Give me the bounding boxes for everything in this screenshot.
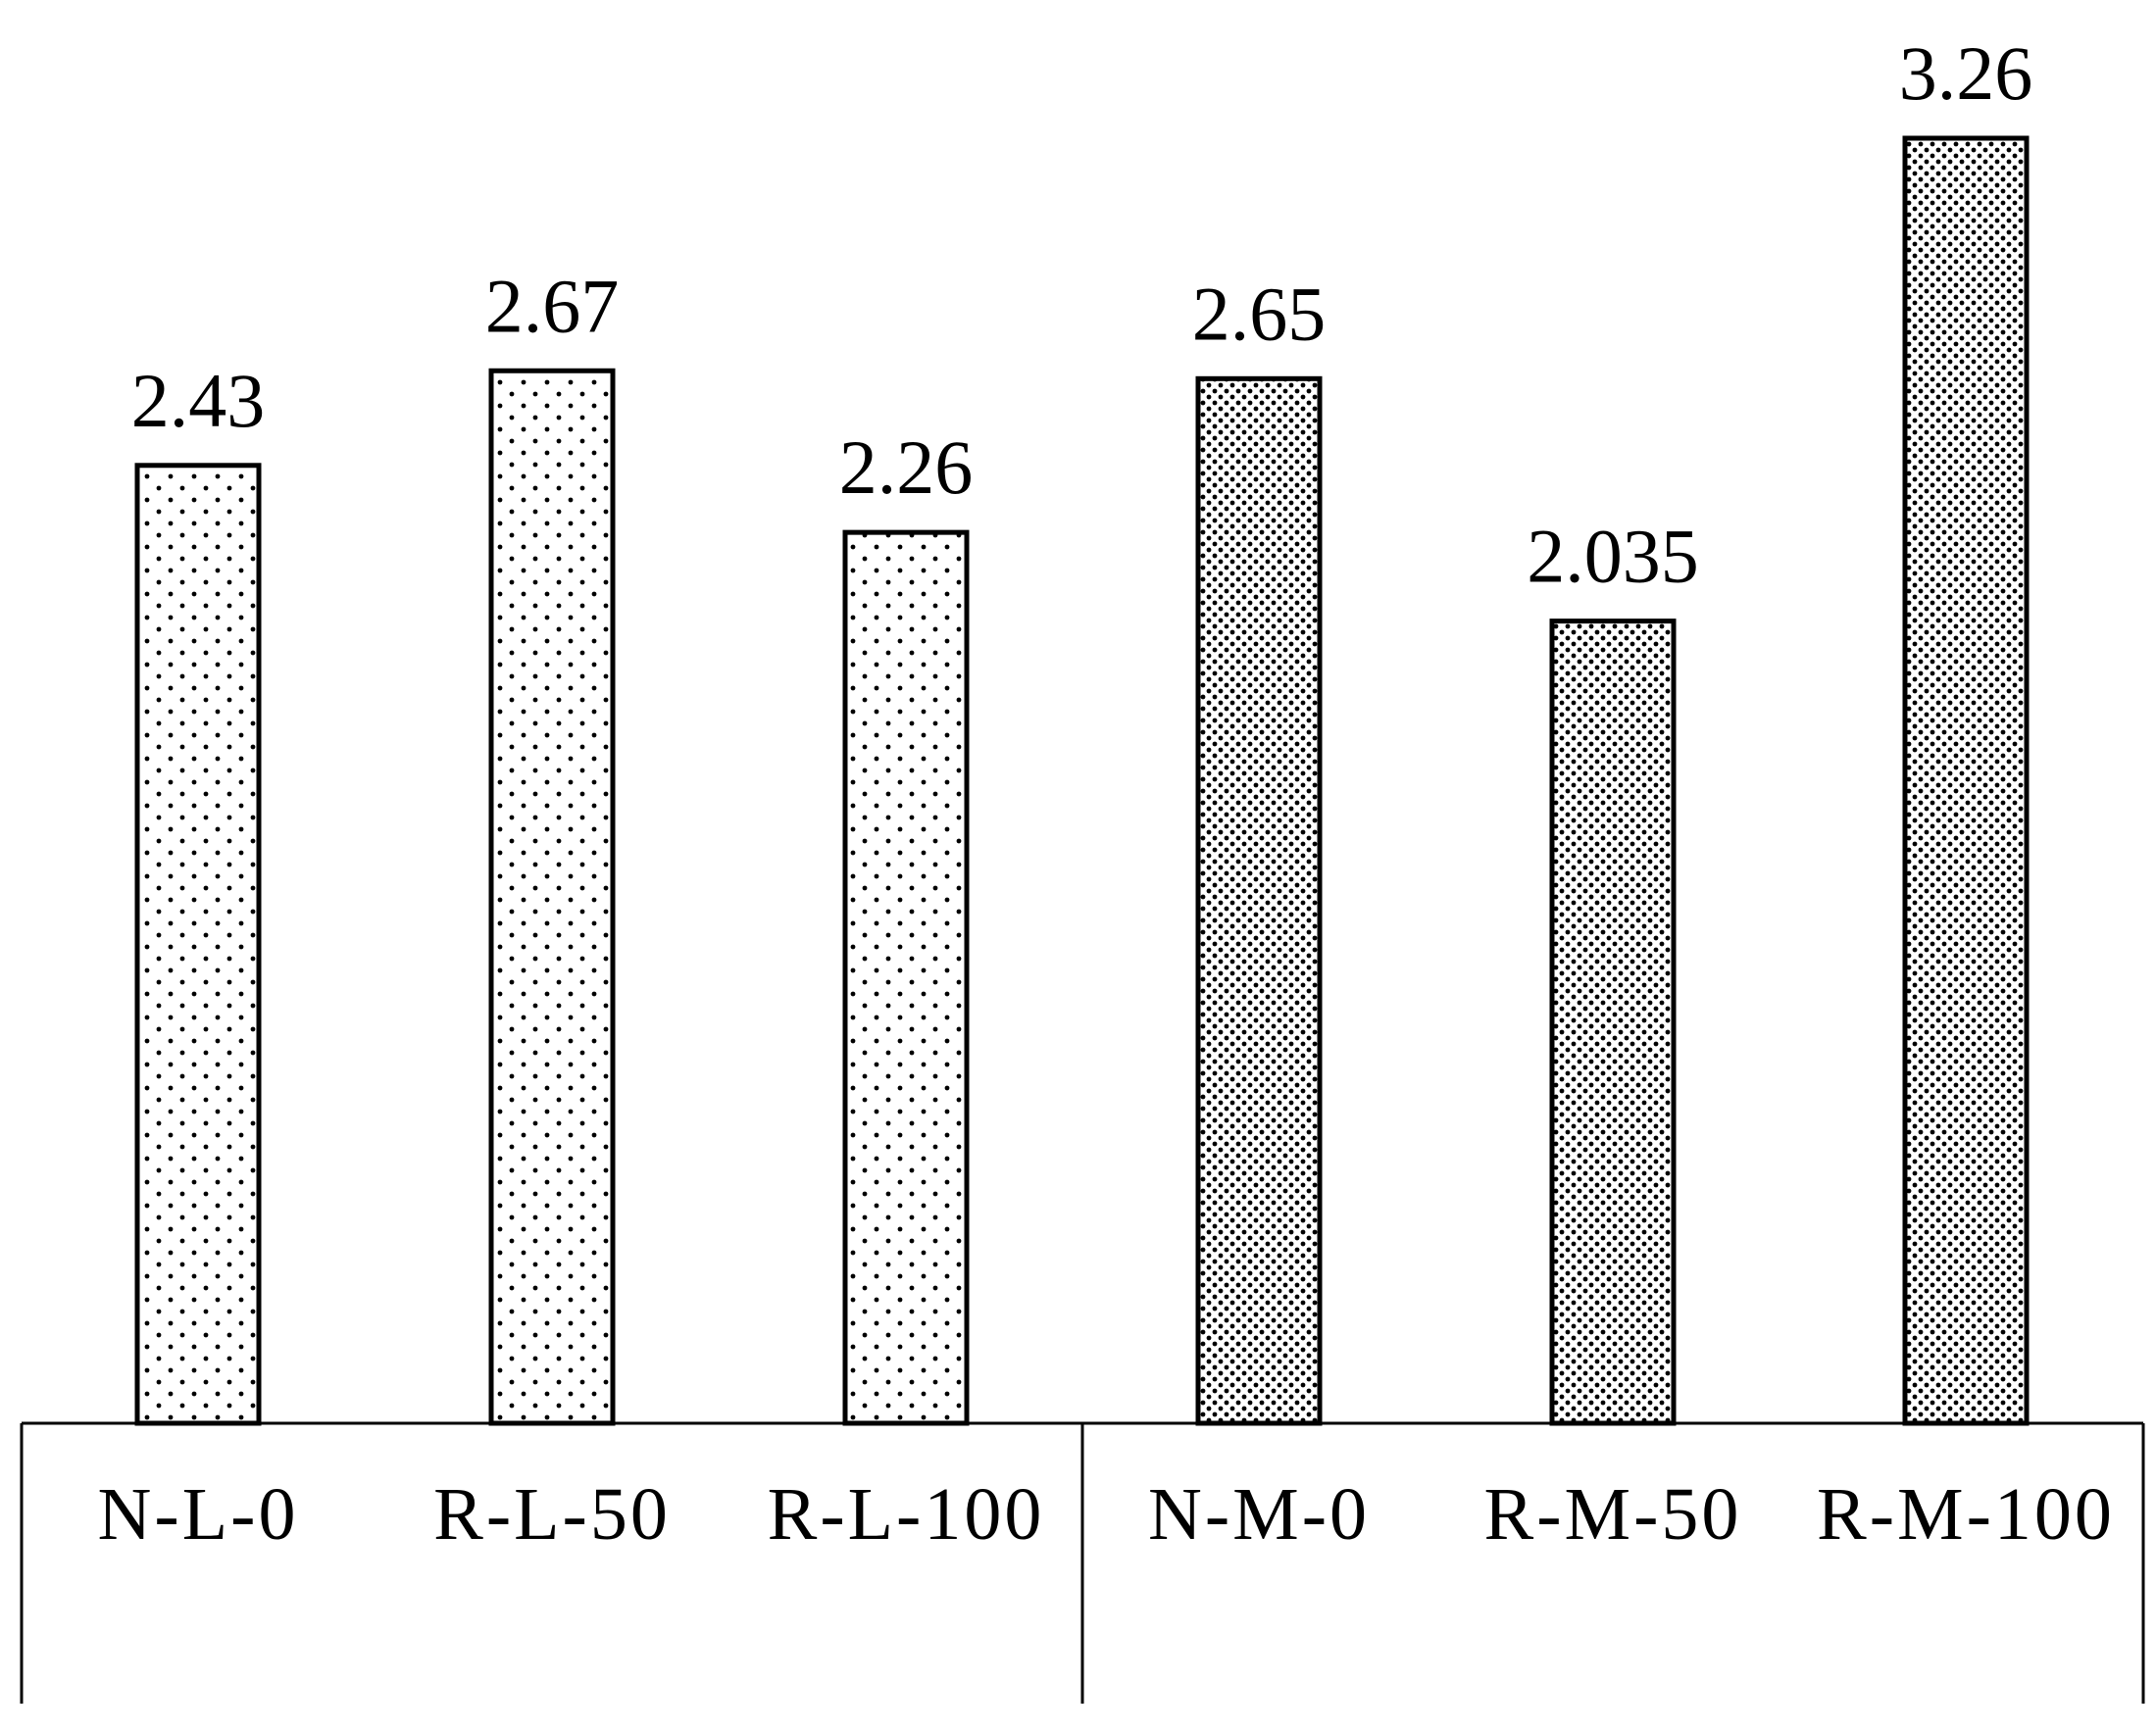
tick-label-n-l-0: N-L-0 [98, 1473, 299, 1556]
tick-label-r-m-100: R-M-100 [1817, 1473, 2115, 1556]
category-tick-labels: N-L-0 R-L-50 R-L-100 N-M-0 R-M-50 R-M-100 [98, 1473, 2115, 1556]
value-label-r-m-100: 3.26 [1899, 30, 2033, 116]
value-label-r-l-100: 2.26 [839, 424, 974, 510]
tick-label-r-m-50: R-M-50 [1484, 1473, 1742, 1556]
bar-n-l-0 [134, 463, 262, 1426]
bars [134, 135, 2030, 1426]
value-label-r-m-50: 2.035 [1527, 514, 1699, 599]
value-label-r-l-50: 2.67 [485, 263, 620, 348]
bar-r-m-100 [1902, 135, 2030, 1426]
value-label-n-m-0: 2.65 [1192, 271, 1327, 356]
value-labels: 2.43 2.67 2.26 2.65 2.035 3.26 [131, 30, 2033, 599]
bar-r-m-50 [1549, 619, 1677, 1426]
bar-r-l-100 [842, 529, 970, 1426]
bar-n-m-0 [1195, 375, 1323, 1426]
value-label-n-l-0: 2.43 [131, 358, 266, 443]
category-axis-frame [20, 1421, 2145, 1704]
bar-r-l-50 [488, 368, 616, 1426]
tick-label-r-l-50: R-L-50 [433, 1473, 671, 1556]
tick-label-r-l-100: R-L-100 [768, 1473, 1045, 1556]
tick-label-n-m-0: N-M-0 [1148, 1473, 1370, 1556]
